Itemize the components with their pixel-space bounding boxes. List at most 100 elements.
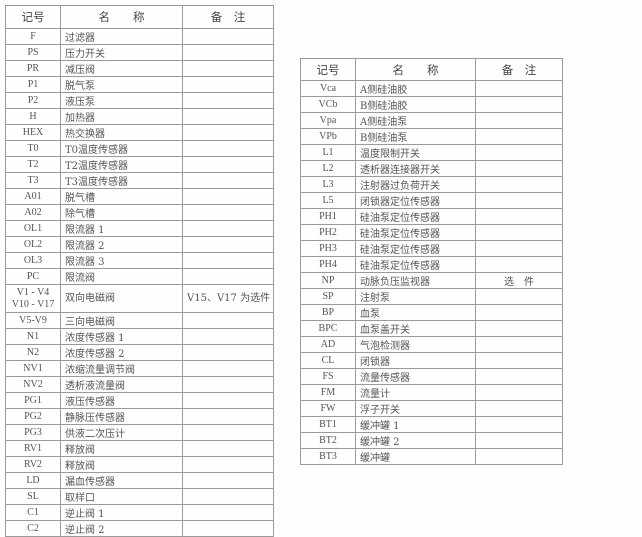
table-row: PH3 硅油泵定位传感器 [300, 240, 563, 257]
cell-code: N2 [5, 344, 61, 361]
cell-name: T3温度传感器 [60, 172, 183, 189]
cell-name: 限流器 2 [60, 236, 183, 253]
cell-code: NV2 [5, 376, 61, 393]
cell-name: 气泡检测器 [355, 336, 476, 353]
cell-name: 脱气泵 [60, 76, 183, 93]
table-row: LD 漏血传感器 [5, 472, 274, 489]
cell-name: 闭锁器定位传感器 [355, 192, 476, 209]
cell-name: 限流阀 [60, 268, 183, 285]
cell-note [182, 268, 274, 285]
table-row: PH1 硅油泵定位传感器 [300, 208, 563, 225]
cell-note [475, 400, 563, 417]
table-row: H 加热器 [5, 108, 274, 125]
cell-code: N1 [5, 328, 61, 345]
cell-code: T0 [5, 140, 61, 157]
cell-note [182, 60, 274, 77]
cell-code: RV2 [5, 456, 61, 473]
cell-note [182, 360, 274, 377]
table-row: L2 透析器连接器开关 [300, 160, 563, 177]
cell-name: 逆止阀 1 [60, 504, 183, 521]
cell-name: 缓冲罐 2 [355, 432, 476, 449]
cell-note [475, 240, 563, 257]
component-table-right: 记号 名 称 备 注 Vca A侧硅油胶 VCb B侧硅油胶 Vpa A侧硅油泵 VPb B侧… [300, 58, 563, 465]
cell-note: 选 件 [475, 272, 563, 289]
table-row: C1 逆止阀 1 [5, 504, 274, 521]
cell-note [475, 112, 563, 129]
cell-name: 硅油泵定位传感器 [355, 224, 476, 241]
cell-name: 缓冲罐 [355, 448, 476, 465]
cell-note [182, 440, 274, 457]
table-row: N1 浓度传感器 1 [5, 328, 274, 345]
header-code: 记号 [5, 5, 61, 29]
cell-code: F [5, 28, 61, 45]
table-row: RV1 释放阀 [5, 440, 274, 457]
table-row: OL3 限流器 3 [5, 252, 274, 269]
cell-name: 动脉负压监视器 [355, 272, 476, 289]
table-row: BT3 缓冲罐 [300, 448, 563, 465]
cell-note [182, 156, 274, 173]
cell-name: 血泵盖开关 [355, 320, 476, 337]
cell-code: VCb [300, 96, 356, 113]
cell-code: PH3 [300, 240, 356, 257]
table-row: P2 液压泵 [5, 92, 274, 109]
cell-note [475, 144, 563, 161]
cell-name: 释放阀 [60, 456, 183, 473]
cell-code: L2 [300, 160, 356, 177]
table-row: V5-V9 三向电磁阀 [5, 312, 274, 329]
cell-code: SP [300, 288, 356, 305]
table-row: T2 T2温度传感器 [5, 156, 274, 173]
cell-note [475, 128, 563, 145]
cell-name: 供液二次压计 [60, 424, 183, 441]
table-row: OL1 限流器 1 [5, 220, 274, 237]
cell-code: FM [300, 384, 356, 401]
cell-code: PC [5, 268, 61, 285]
cell-note [182, 172, 274, 189]
table-row: PS 压力开关 [5, 44, 274, 61]
cell-code: P1 [5, 76, 61, 93]
cell-note [475, 208, 563, 225]
cell-code: L3 [300, 176, 356, 193]
cell-code: P2 [5, 92, 61, 109]
table-row: FS 流量传感器 [300, 368, 563, 385]
cell-name: 三向电磁阀 [60, 312, 183, 329]
table-row: NP 动脉负压监视器选 件 [300, 272, 563, 289]
cell-code: VPb [300, 128, 356, 145]
cell-note [182, 472, 274, 489]
cell-note [475, 304, 563, 321]
cell-name: 减压阀 [60, 60, 183, 77]
cell-code: PR [5, 60, 61, 77]
table-row: VPb B侧硅油泵 [300, 128, 563, 145]
table-row: N2 浓度传感器 2 [5, 344, 274, 361]
cell-note [182, 344, 274, 361]
cell-name: 压力开关 [60, 44, 183, 61]
table-row: FW 浮子开关 [300, 400, 563, 417]
cell-note [475, 320, 563, 337]
cell-name: 漏血传感器 [60, 472, 183, 489]
cell-note [182, 376, 274, 393]
cell-name: T2温度传感器 [60, 156, 183, 173]
cell-name: 流量传感器 [355, 368, 476, 385]
cell-note [475, 352, 563, 369]
cell-name: 脱气槽 [60, 188, 183, 205]
cell-code: BT1 [300, 416, 356, 433]
cell-note [475, 432, 563, 449]
cell-note [475, 336, 563, 353]
table-row: NV1 浓缩流量调节阀 [5, 360, 274, 377]
cell-code: T3 [5, 172, 61, 189]
cell-name: A侧硅油胶 [355, 80, 476, 97]
cell-name: 温度限制开关 [355, 144, 476, 161]
cell-name: T0温度传感器 [60, 140, 183, 157]
cell-code: LD [5, 472, 61, 489]
cell-note [182, 236, 274, 253]
cell-note [182, 76, 274, 93]
cell-code: PG2 [5, 408, 61, 425]
cell-note [475, 368, 563, 385]
table-row: PG3 供液二次压计 [5, 424, 274, 441]
cell-name: 限流器 3 [60, 252, 183, 269]
cell-note [182, 188, 274, 205]
header-note: 备 注 [475, 58, 563, 81]
cell-note [182, 140, 274, 157]
table-row: P1 脱气泵 [5, 76, 274, 93]
cell-code: PG3 [5, 424, 61, 441]
table-row: PG1 液压传感器 [5, 392, 274, 409]
